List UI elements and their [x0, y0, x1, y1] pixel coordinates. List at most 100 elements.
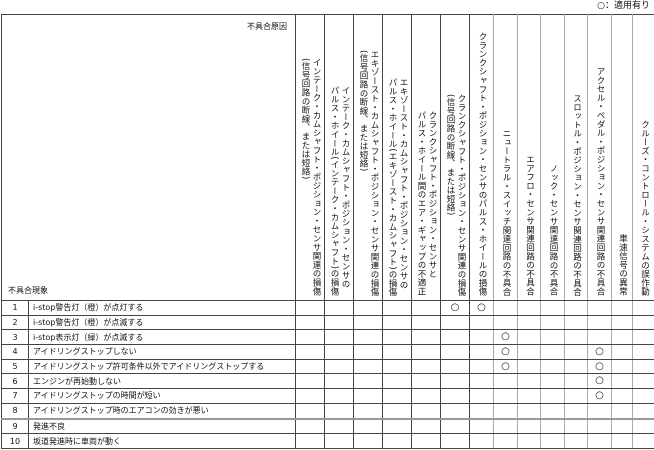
empty-cell — [493, 417, 518, 435]
empty-cell — [440, 358, 470, 375]
legend-applicable: ○：適用有り — [597, 1, 650, 11]
empty-cell — [353, 417, 383, 435]
empty-cell — [440, 314, 470, 331]
empty-cell — [611, 344, 633, 360]
symptom-text: i-stop警告灯（橙）が点灯する — [28, 300, 296, 316]
empty-cell — [469, 358, 494, 375]
cause-text: クルーズ・コントロール・システムの誤作動 — [639, 120, 650, 296]
empty-cell — [382, 300, 412, 316]
symptom-text: i-stop表示灯（緑）が点滅する — [28, 329, 296, 346]
empty-cell — [295, 344, 325, 360]
empty-cell — [632, 373, 654, 390]
empty-cell — [324, 373, 354, 390]
cause-text: エアフロ・センサ関連回路の不具合 — [524, 155, 535, 296]
empty-cell — [632, 433, 654, 449]
empty-cell — [440, 433, 470, 449]
empty-cell — [324, 344, 354, 360]
empty-cell — [540, 300, 565, 316]
row-number: 7 — [1, 388, 29, 404]
empty-cell — [295, 329, 325, 346]
empty-cell — [611, 402, 633, 420]
empty-cell — [295, 314, 325, 331]
cause-text: パルス・ホイール(インテーク・カムシャフト)の損傷 — [329, 86, 339, 296]
empty-cell — [564, 373, 588, 390]
empty-cell — [493, 300, 518, 316]
table-row: 5 アイドリングストップ許可条件以外でアイドリングストップする ○ ○ — [1, 358, 654, 375]
empty-cell — [353, 344, 383, 360]
empty-cell — [517, 329, 541, 346]
row-number: 8 — [1, 402, 29, 420]
empty-cell — [587, 300, 612, 316]
table-row: 3 i-stop表示灯（緑）が点滅する ○ — [1, 329, 654, 346]
empty-cell — [564, 314, 588, 331]
empty-cell — [469, 373, 494, 390]
empty-cell — [632, 314, 654, 331]
empty-cell — [540, 358, 565, 375]
empty-cell — [587, 417, 612, 435]
empty-cell — [611, 433, 633, 449]
table-row: 6 エンジンが再始動しない ○ — [1, 373, 654, 390]
empty-cell — [295, 433, 325, 449]
empty-cell — [324, 433, 354, 449]
empty-cell — [564, 358, 588, 375]
empty-cell — [440, 388, 470, 404]
empty-cell — [324, 300, 354, 316]
empty-cell — [517, 402, 541, 420]
empty-cell — [632, 358, 654, 375]
symptom-text: アイドリングストップ許可条件以外でアイドリングストップする — [28, 358, 296, 375]
empty-cell — [517, 314, 541, 331]
symptom-text: エンジンが再始動しない — [28, 373, 296, 390]
empty-cell — [353, 373, 383, 390]
symptom-text: i-stop警告灯（橙）が点滅する — [28, 314, 296, 331]
symptom-text: 坂道発進時に車両が動く — [28, 433, 296, 449]
table-row: 10 坂道発進時に車両が動く — [1, 433, 654, 449]
empty-cell — [517, 300, 541, 316]
empty-cell — [611, 300, 633, 316]
empty-cell — [540, 329, 565, 346]
empty-cell — [382, 388, 412, 404]
cause-text: ノック・センサ関連回路の不具合 — [548, 164, 558, 296]
row-number: 1 — [1, 300, 29, 316]
empty-cell — [353, 433, 383, 449]
empty-cell — [295, 300, 325, 316]
empty-cell — [411, 433, 441, 449]
applicable-mark: ○ — [493, 344, 518, 360]
table-row: 2 i-stop警告灯（橙）が点滅する — [1, 314, 654, 331]
cause-text: パルス・ホイール間のエア・ギャップの不適正 — [416, 111, 426, 296]
empty-cell — [493, 388, 518, 404]
cause-text: 車速信号の異常 — [617, 234, 628, 296]
empty-cell — [411, 417, 441, 435]
row-number: 9 — [1, 417, 29, 435]
row-number: 10 — [1, 433, 29, 449]
empty-cell — [324, 402, 354, 420]
table-row: 9 発進不良 — [1, 417, 654, 435]
empty-cell — [353, 300, 383, 316]
cause-column-header: エアフロ・センサ関連回路の不具合 — [517, 14, 541, 301]
row-number: 5 — [1, 358, 29, 375]
empty-cell — [469, 329, 494, 346]
empty-cell — [632, 329, 654, 346]
cause-text: クランクシャフト・ポジション・センサ関連の損傷 — [456, 93, 466, 296]
cause-text: ニュートラル・スイッチ関連回路の不具合 — [501, 128, 511, 296]
empty-cell — [324, 388, 354, 404]
empty-cell — [324, 358, 354, 375]
cause-column-header: クランクシャフト・ポジション・センサのパルス・ホイールの損傷 — [469, 14, 494, 301]
row-number: 3 — [1, 329, 29, 346]
empty-cell — [517, 388, 541, 404]
cause-text: アクセル・ペダル・ポジション・センサ関連回路の不具合 — [595, 67, 605, 296]
empty-cell — [469, 433, 494, 449]
empty-cell — [295, 373, 325, 390]
empty-cell — [295, 402, 325, 420]
cause-text: インテーク・カムシャフト・ポジション・センサの — [340, 86, 350, 289]
cause-column-header: エキゾースト・カムシャフト・ポジション・センサの パルス・ホイール(エキゾースト・… — [382, 14, 412, 301]
empty-cell — [324, 329, 354, 346]
table-row: 4 アイドリングストップしない ○ ○ — [1, 344, 654, 360]
empty-cell — [353, 402, 383, 420]
empty-cell — [517, 417, 541, 435]
empty-cell — [382, 417, 412, 435]
empty-cell — [632, 388, 654, 404]
empty-cell — [587, 329, 612, 346]
cause-text: クランクシャフト・ポジション・センサのパルス・ホイールの損傷 — [477, 32, 487, 296]
empty-cell — [411, 373, 441, 390]
empty-cell — [611, 388, 633, 404]
